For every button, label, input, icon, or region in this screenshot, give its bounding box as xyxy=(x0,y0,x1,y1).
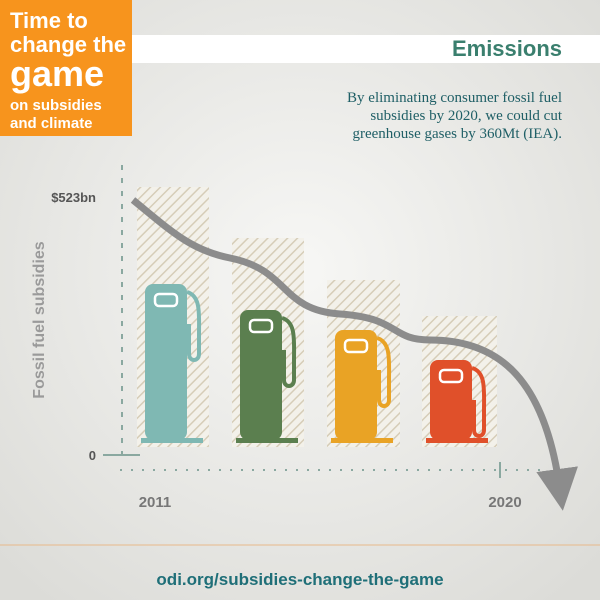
badge-line: and climate xyxy=(10,115,93,132)
y-axis-title: Fossil fuel subsidies xyxy=(31,241,48,398)
badge-line: Time to xyxy=(10,8,88,33)
badge xyxy=(0,0,132,136)
pump-base xyxy=(331,438,393,443)
pump-body xyxy=(145,284,187,440)
pump-nozzle xyxy=(281,316,297,388)
title: Emissions xyxy=(452,36,562,61)
badge-line: change the xyxy=(10,32,126,57)
y-bottom-label: 0 xyxy=(89,448,96,463)
x-end-label: 2020 xyxy=(488,494,521,511)
pump-body xyxy=(240,310,282,440)
pump-body xyxy=(335,330,377,440)
pump-base xyxy=(141,438,203,443)
description-line: By eliminating consumer fossil fuel xyxy=(347,90,562,106)
pump-body xyxy=(430,360,472,440)
description-line: greenhouse gases by 360Mt (IEA). xyxy=(352,126,562,142)
footer-url: odi.org/subsidies-change-the-game xyxy=(156,570,443,589)
pump-base xyxy=(236,438,298,443)
description-line: subsidies by 2020, we could cut xyxy=(370,108,562,124)
pump-nozzle xyxy=(376,336,392,408)
badge-line: on subsidies xyxy=(10,97,102,114)
pump-window xyxy=(248,318,274,334)
pump-window xyxy=(343,338,369,354)
badge-line: game xyxy=(10,53,104,94)
title-banner xyxy=(125,35,600,63)
y-top-label: $523bn xyxy=(51,190,96,205)
trend-arrow xyxy=(130,197,578,511)
pump-window xyxy=(438,368,464,384)
pump-window xyxy=(153,292,179,308)
badge-text: Time to change the game on subsidies and… xyxy=(10,8,126,132)
pump-nozzle xyxy=(186,290,202,362)
x-start-label: 2011 xyxy=(139,494,172,511)
description: By eliminating consumer fossil fuel subs… xyxy=(347,90,563,142)
pump-base xyxy=(426,438,488,443)
pump-nozzle xyxy=(471,366,487,438)
pumps xyxy=(141,284,488,443)
